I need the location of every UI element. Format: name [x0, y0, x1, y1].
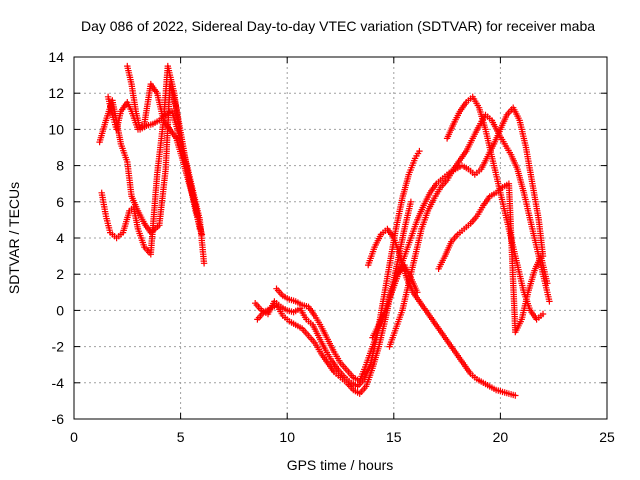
data-point	[544, 280, 551, 287]
x-tick-label-5: 25	[599, 429, 615, 445]
series-pass-h	[365, 225, 519, 399]
series-pass-d	[124, 62, 201, 220]
data-point	[196, 225, 203, 233]
y-tick-label-0: -6	[52, 411, 65, 427]
y-axis-label: SDTVAR / TECUs	[6, 182, 22, 294]
y-tick-label-7: 8	[56, 158, 64, 174]
x-tick-label-0: 0	[70, 429, 78, 445]
x-axis-label: GPS time / hours	[287, 457, 394, 473]
data-point	[539, 310, 547, 318]
x-tick-label-2: 10	[279, 429, 295, 445]
y-tick-label-3: 0	[56, 302, 64, 318]
series-pass-l	[443, 93, 547, 323]
y-tick-label-9: 12	[48, 85, 64, 101]
y-tick-label-4: 2	[56, 266, 64, 282]
y-tick-label-2: -2	[52, 339, 65, 355]
y-tick-label-5: 4	[56, 230, 64, 246]
data-point	[200, 260, 208, 267]
series-pass-f	[254, 198, 415, 397]
grid-layer	[74, 57, 607, 419]
y-tick-label-6: 6	[56, 194, 64, 210]
y-tick-label-8: 10	[48, 121, 64, 137]
x-tick-label-4: 20	[493, 429, 509, 445]
y-tick-label-10: 14	[48, 49, 64, 65]
chart-title: Day 086 of 2022, Sidereal Day-to-day VTE…	[81, 18, 595, 34]
x-tick-label-1: 5	[177, 429, 185, 445]
series-pass-b	[98, 62, 208, 267]
x-tick-label-3: 15	[386, 429, 402, 445]
data-point	[512, 392, 519, 399]
ticks-layer: 0 5 10 15 20 25 -6 -4 -2 0 2 4 6 8 10 12 14	[48, 49, 615, 445]
series-pass-j	[386, 111, 553, 350]
data-point	[407, 198, 415, 205]
marks-layer	[96, 62, 553, 399]
data-point	[194, 213, 201, 220]
y-tick-label-1: -4	[52, 375, 65, 391]
data-point	[416, 147, 423, 155]
data-point	[546, 298, 553, 305]
